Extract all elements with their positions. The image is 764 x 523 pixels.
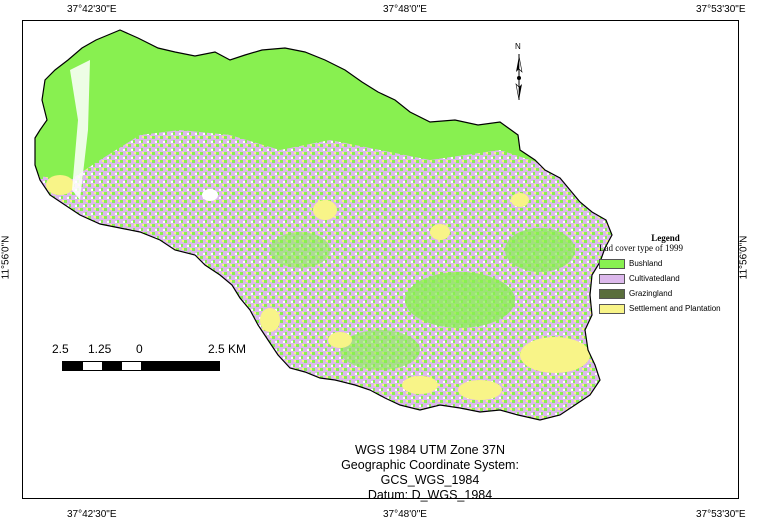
legend-item-grazingland: Grazingland — [599, 286, 744, 301]
legend-label-grazingland: Grazingland — [629, 289, 673, 298]
projection-info: WGS 1984 UTM Zone 37N Geographic Coordin… — [300, 443, 560, 503]
legend-label-bushland: Bushland — [629, 259, 663, 268]
top-coord-label-2: 37°48'0"E — [383, 4, 427, 15]
north-arrow-label: N — [515, 42, 521, 51]
legend-swatch-bushland — [599, 258, 625, 269]
scale-bar-segments — [62, 361, 220, 371]
datum-text: Datum: D_WGS_1984 — [367, 488, 493, 502]
scale-label-2-5: 2.5 — [52, 342, 69, 356]
scale-bar: 2.5 1.25 0 2.5 KM — [50, 342, 260, 378]
scale-label-2-5-km: 2.5 KM — [208, 342, 247, 356]
map-frame — [22, 20, 739, 499]
legend-swatch-settlement — [599, 303, 625, 314]
gcs-text: Geographic Coordinate System: GCS_WGS_19… — [341, 458, 519, 487]
bottom-coord-label-2: 37°48'0"E — [383, 509, 427, 520]
legend-title: Legend — [651, 233, 680, 243]
projection-text: WGS 1984 UTM Zone 37N — [354, 443, 506, 457]
bottom-coord-label-1: 37°42'30"E — [67, 509, 117, 520]
legend-label-cultivatedland: Cultivatedland — [629, 274, 680, 283]
top-coord-label-1: 37°42'30"E — [67, 4, 117, 15]
scale-label-1-25: 1.25 — [88, 342, 112, 356]
legend-swatch-grazingland — [599, 288, 625, 299]
top-coord-label-3: 37°53'30"E — [696, 4, 746, 15]
bottom-coord-label-3: 37°53'30"E — [696, 509, 746, 520]
legend-label-settlement: Settlement and Plantation — [629, 304, 721, 313]
scale-label-0: 0 — [136, 342, 143, 356]
legend-swatch-cultivatedland — [599, 273, 625, 284]
legend-subtitle: Lad cover type of 1999 — [599, 243, 683, 253]
north-arrow-icon — [515, 54, 523, 101]
legend-item-cultivatedland: Cultivatedland — [599, 271, 744, 286]
north-arrow: N — [508, 42, 530, 102]
legend: Legend Lad cover type of 1999 Bushland C… — [599, 233, 744, 316]
legend-item-settlement: Settlement and Plantation — [599, 301, 744, 316]
legend-item-bushland: Bushland — [599, 256, 744, 271]
